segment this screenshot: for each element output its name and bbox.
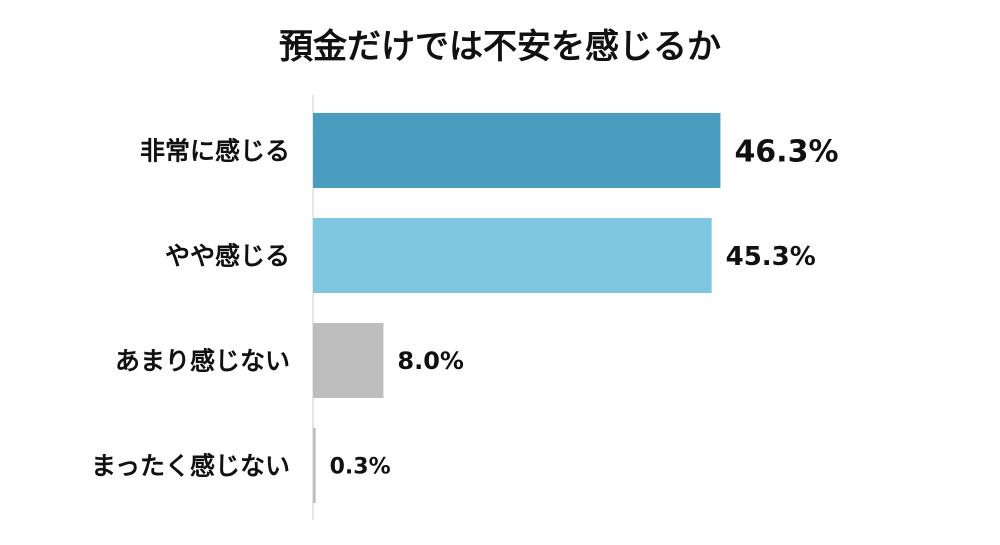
chart-title: 預金だけでは不安を感じるか: [279, 27, 721, 67]
bar: [313, 428, 316, 503]
value-label: 46.3%: [734, 134, 838, 169]
category-label: 非常に感じる: [140, 137, 290, 166]
category-label: まったく感じない: [91, 452, 290, 481]
category-label: あまり感じない: [115, 347, 290, 376]
bar: [313, 323, 384, 398]
value-label: 8.0%: [397, 347, 464, 375]
category-label: やや感じる: [165, 242, 290, 271]
bar: [313, 113, 721, 188]
bar: [313, 218, 712, 293]
value-label: 0.3%: [330, 454, 391, 479]
value-label: 45.3%: [726, 242, 816, 272]
bars-group: 非常に感じる 46.3% やや感じる 45.3% あまり感じない 8.0% まったく感じない…: [91, 113, 839, 503]
